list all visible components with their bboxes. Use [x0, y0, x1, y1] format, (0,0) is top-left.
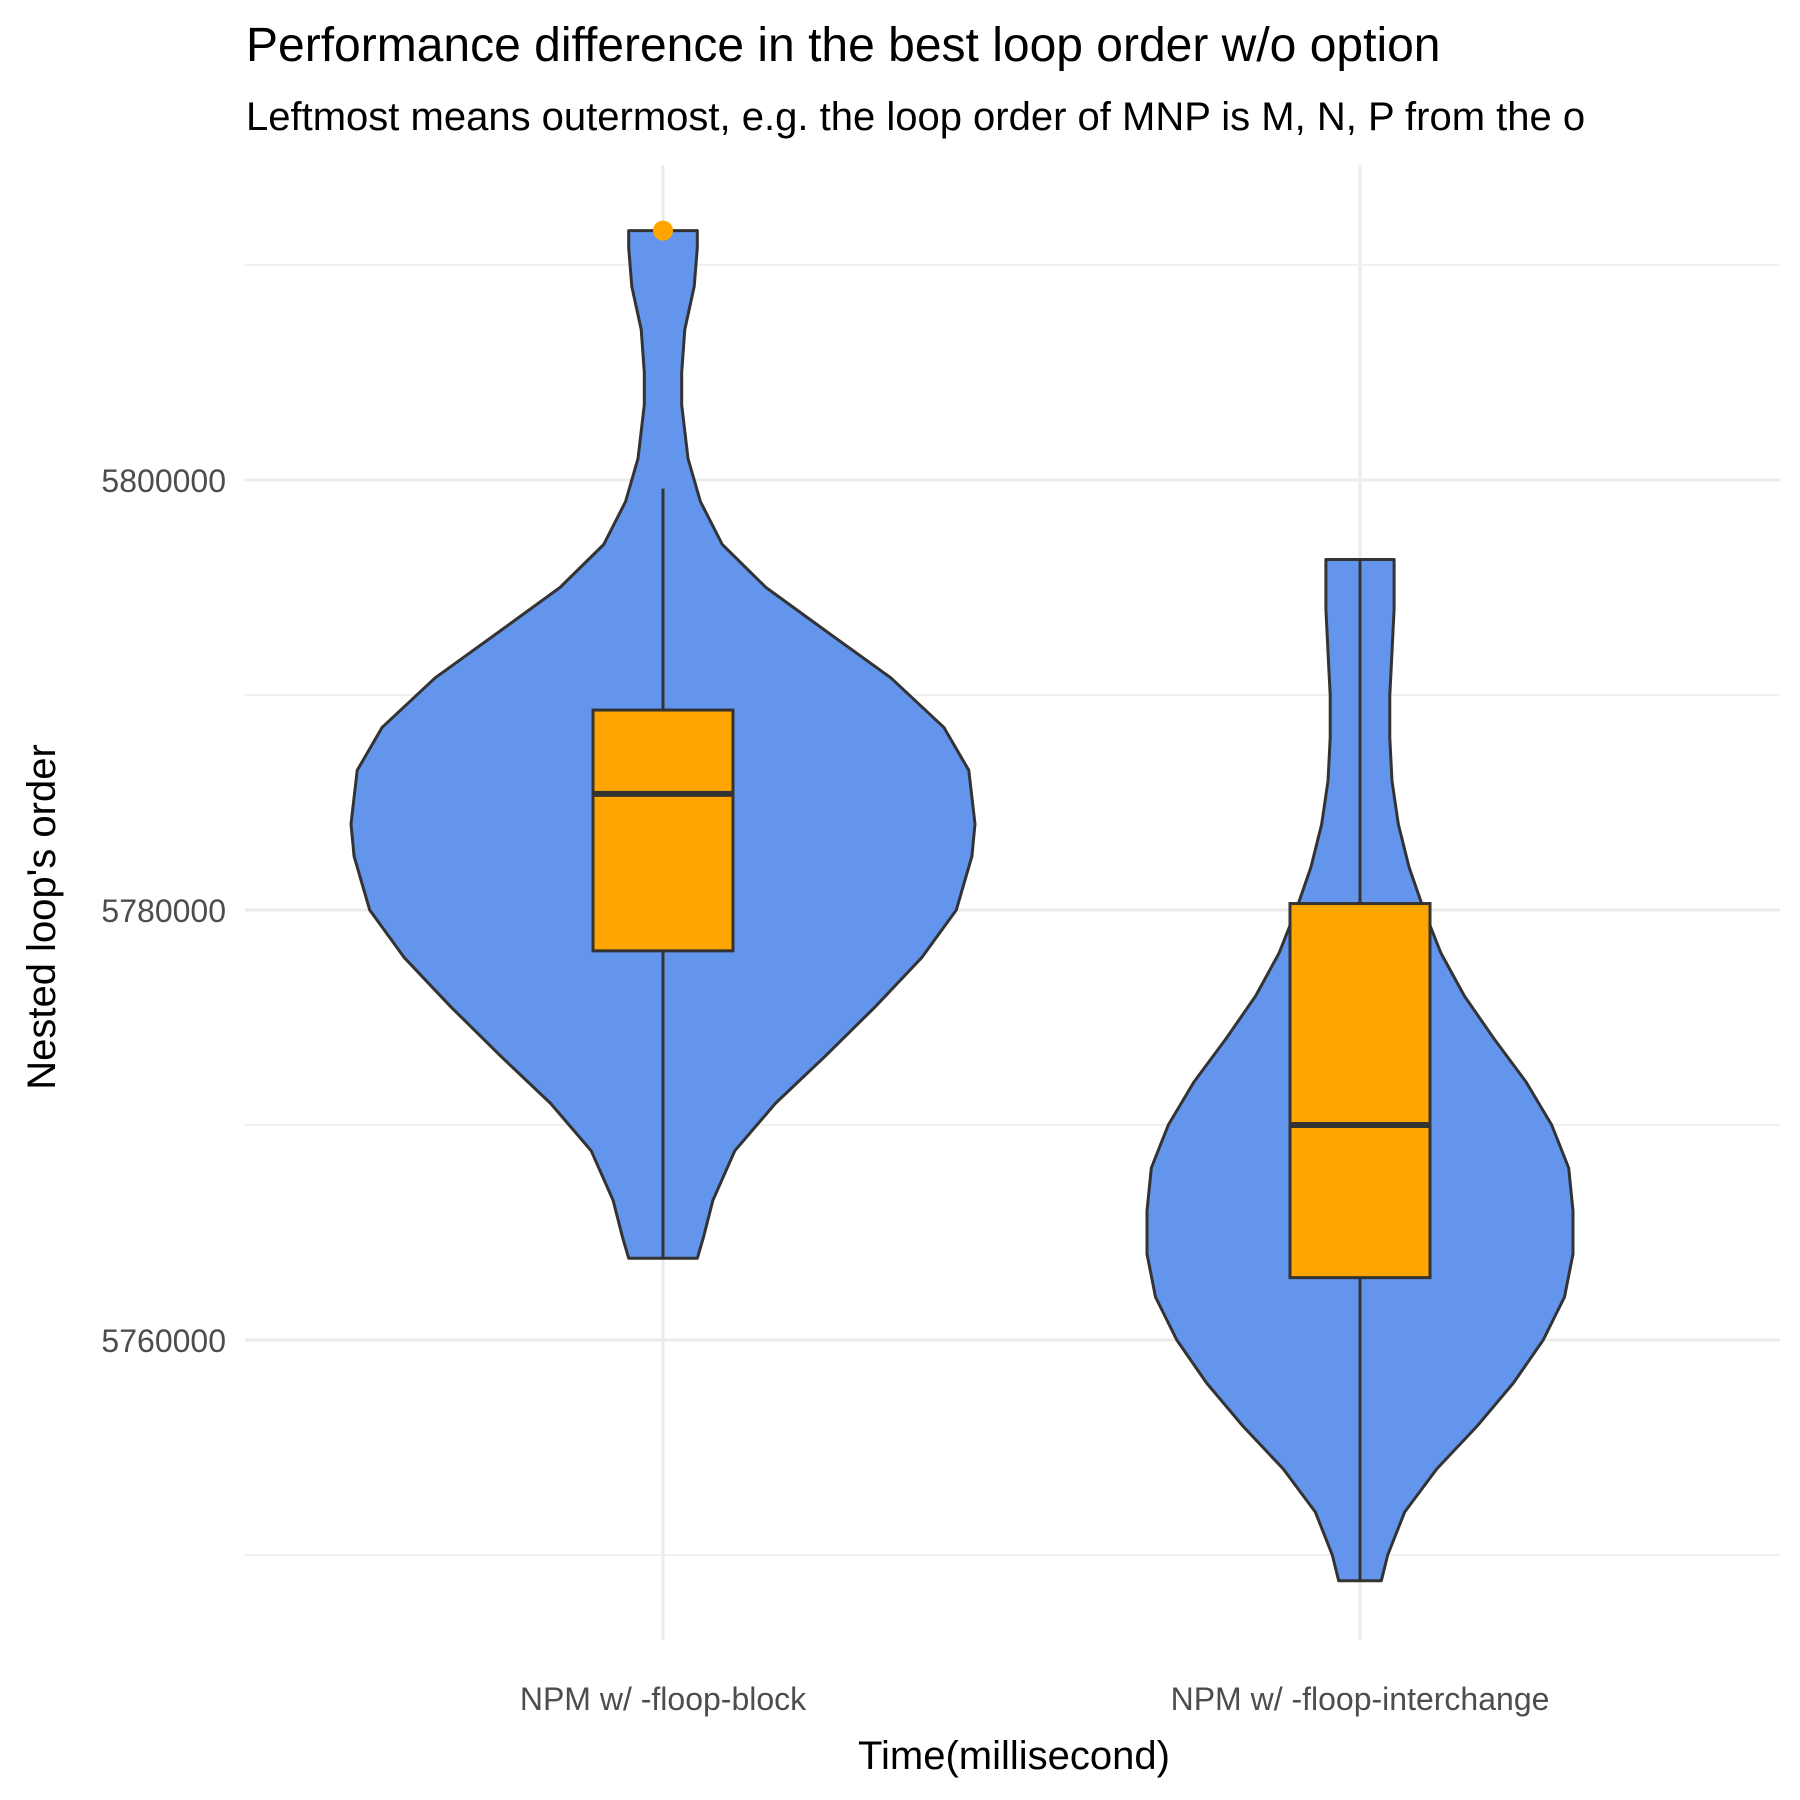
x-tick-label: NPM w/ -floop-interchange	[1171, 1681, 1550, 1717]
box-1	[591, 708, 735, 953]
box-2	[1288, 902, 1432, 1280]
y-tick-label: 5800000	[101, 463, 226, 499]
x-axis-tick-labels: NPM w/ -floop-block NPM w/ -floop-interch…	[520, 1681, 1550, 1717]
chart-title: Performance difference in the best loop …	[246, 19, 1441, 72]
x-tick-label: NPM w/ -floop-block	[520, 1681, 807, 1717]
chart-subtitle: Leftmost means outermost, e.g. the loop …	[246, 95, 1585, 139]
y-axis-tick-labels: 5760000 5780000 5800000	[101, 463, 226, 1359]
y-tick-label: 5780000	[101, 893, 226, 929]
outlier-point	[653, 220, 673, 241]
y-axis-title: Nested loop's order	[20, 744, 64, 1090]
boxplots	[591, 488, 1432, 1581]
x-axis-title: Time(millisecond)	[858, 1734, 1170, 1778]
y-tick-label: 5760000	[101, 1323, 226, 1359]
outlier-points	[653, 220, 673, 241]
